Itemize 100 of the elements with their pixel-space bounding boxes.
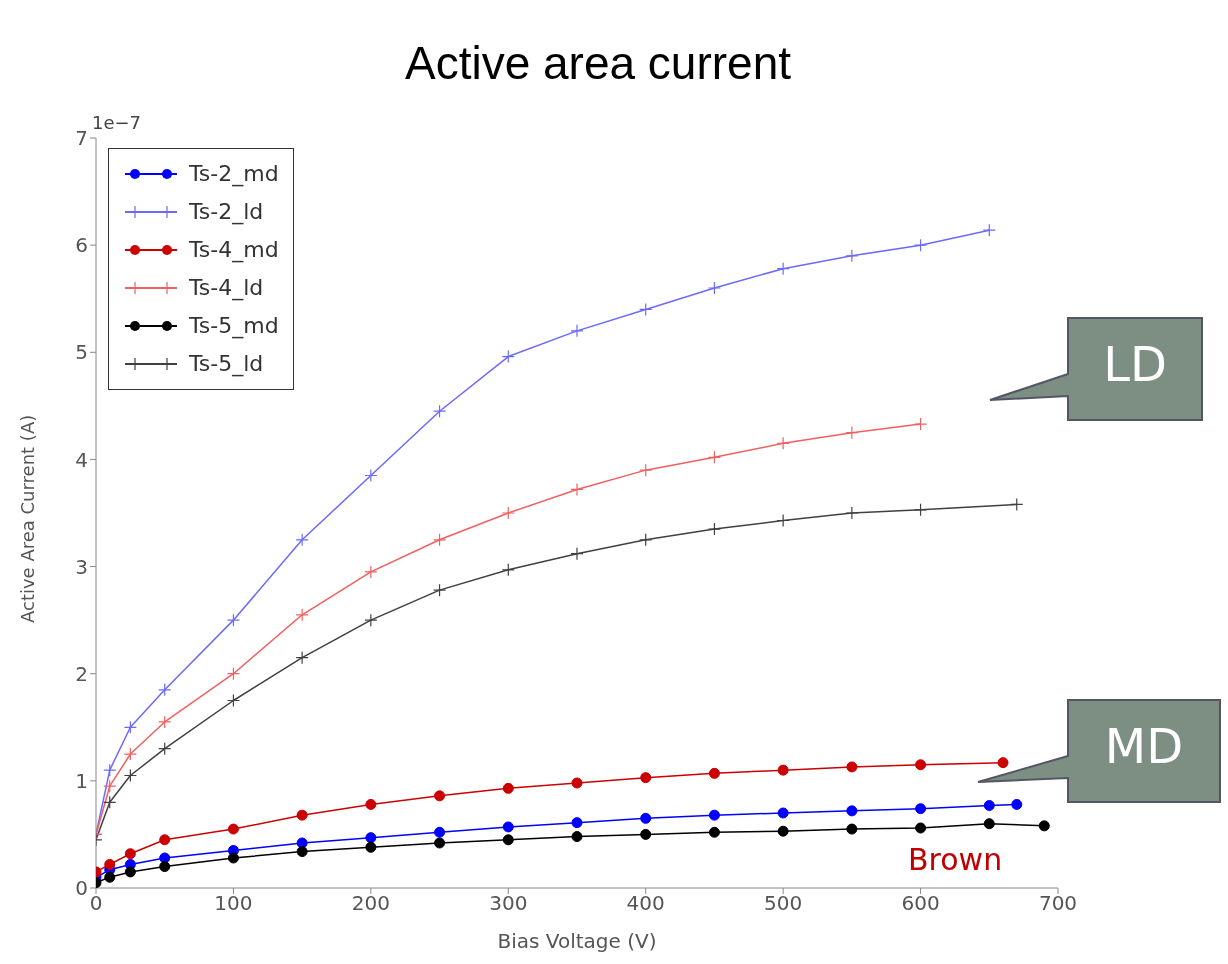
- point: [640, 812, 652, 824]
- point: [364, 613, 378, 627]
- point: [571, 817, 583, 829]
- point: [159, 861, 171, 873]
- point: [1011, 798, 1023, 810]
- point: [159, 834, 171, 846]
- point: [364, 565, 378, 579]
- point: [708, 809, 720, 821]
- point: [502, 782, 514, 794]
- legend-label: Ts-2_md: [189, 160, 279, 189]
- point: [123, 747, 137, 761]
- point: [123, 720, 137, 734]
- annotation: Brown: [908, 842, 1003, 877]
- point: [502, 821, 514, 833]
- point: [295, 651, 309, 665]
- point: [1010, 497, 1024, 512]
- point: [639, 533, 653, 547]
- point: [103, 763, 117, 777]
- point: [913, 503, 928, 517]
- point: [103, 779, 117, 793]
- point: [777, 764, 789, 776]
- point: [501, 506, 515, 520]
- y-axis-title: Active Area Current (A): [17, 414, 39, 623]
- point: [845, 426, 859, 440]
- point: [158, 683, 172, 697]
- point: [103, 795, 117, 809]
- point: [639, 302, 653, 317]
- point: [124, 848, 136, 860]
- point: [845, 506, 859, 520]
- point: [104, 858, 116, 870]
- point: [708, 767, 720, 779]
- point: [502, 834, 514, 846]
- y-tick-label: 4: [75, 447, 88, 472]
- point: [226, 613, 241, 627]
- point: [913, 238, 928, 252]
- point: [226, 667, 241, 681]
- x-tick-label: 100: [214, 891, 253, 916]
- point: [982, 223, 996, 237]
- point: [158, 715, 172, 729]
- point: [501, 349, 515, 364]
- point: [432, 583, 447, 597]
- point: [124, 866, 136, 878]
- point: [501, 563, 515, 577]
- point: [776, 513, 790, 528]
- point: [707, 281, 722, 295]
- text: LD: [1102, 336, 1168, 392]
- point: [640, 772, 652, 784]
- point: [296, 809, 308, 821]
- point: [845, 249, 859, 263]
- point: [915, 803, 927, 815]
- legend-label: Ts-5_ld: [189, 350, 264, 379]
- y-tick-label: 1: [75, 768, 88, 793]
- point: [365, 841, 377, 853]
- point: [295, 533, 309, 547]
- text: 1e−7: [92, 112, 142, 133]
- point: [158, 742, 172, 756]
- point: [571, 777, 583, 789]
- point: [846, 805, 858, 817]
- point: [365, 832, 377, 844]
- y-tick-label: 6: [75, 233, 88, 258]
- point: [296, 846, 308, 858]
- y-tick-label: 5: [75, 340, 88, 365]
- point: [639, 463, 653, 477]
- point: [571, 831, 583, 843]
- point: [123, 768, 137, 783]
- point: [432, 533, 447, 547]
- point: [776, 262, 790, 276]
- point: [777, 825, 789, 837]
- point: [434, 826, 446, 838]
- point: [640, 828, 652, 840]
- legend-label: Ts-4_md: [189, 236, 279, 265]
- x-tick-label: 700: [1038, 891, 1078, 916]
- x-tick-label: 500: [764, 891, 803, 916]
- point: [434, 790, 446, 802]
- point: [777, 807, 789, 819]
- chart-title: Active area current: [403, 36, 793, 90]
- point: [570, 482, 584, 497]
- point: [226, 693, 241, 708]
- point: [997, 757, 1009, 769]
- point: [570, 324, 584, 338]
- point: [570, 547, 584, 561]
- point: [708, 826, 720, 838]
- point: [983, 800, 995, 811]
- point: [915, 759, 927, 771]
- x-tick-label: 400: [626, 891, 665, 916]
- legend-label: Ts-2_ld: [189, 198, 264, 227]
- legend-label: Ts-5_md: [189, 312, 279, 341]
- point: [846, 761, 858, 773]
- point: [846, 823, 858, 835]
- point: [432, 404, 447, 418]
- x-tick-label: 300: [489, 891, 528, 916]
- point: [913, 417, 928, 431]
- point: [776, 436, 790, 450]
- x-axis-title: Bias Voltage (V): [497, 929, 657, 953]
- point: [983, 818, 995, 830]
- x-tick-label: 600: [901, 891, 940, 916]
- point: [707, 522, 722, 536]
- legend-label: Ts-4_ld: [189, 274, 264, 303]
- y-tick-label: 3: [75, 554, 88, 579]
- point: [365, 798, 377, 810]
